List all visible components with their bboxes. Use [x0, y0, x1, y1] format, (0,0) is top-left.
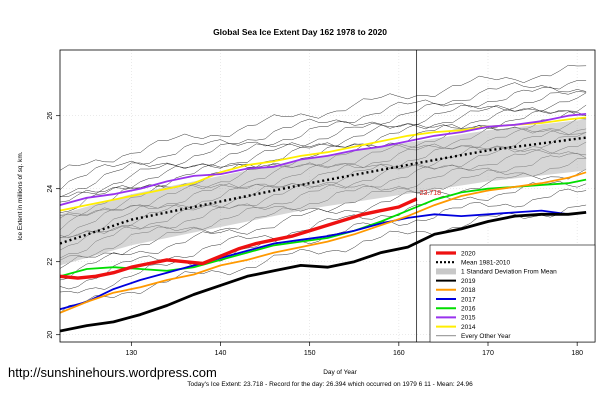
y-tick-label: 24 [47, 185, 54, 193]
series-2015 [60, 113, 587, 206]
legend: 2020 Mean 1981-2010 1 Standard Deviation F… [429, 244, 596, 343]
legend-label: 2017 [461, 296, 476, 303]
legend-label: 1 Standard Deviation From Mean [461, 269, 557, 276]
legend-swatch [436, 268, 456, 275]
current-value-label: 23.718 [420, 190, 442, 197]
series-2017 [60, 209, 587, 311]
x-tick-label: 180 [571, 350, 583, 357]
std-dev-band [60, 119, 587, 266]
x-tick-label: 160 [393, 350, 405, 357]
legend-label: 2015 [461, 315, 476, 322]
x-tick-label: 170 [482, 350, 494, 357]
series-2020 [60, 197, 418, 280]
other-year-line [60, 91, 587, 197]
source-url: http://sunshinehours.wordpress.com [8, 365, 217, 380]
legend-label: Every Other Year [461, 333, 511, 340]
other-year-line [60, 80, 587, 191]
mean-line [60, 136, 587, 245]
y-axis-label: Ice Extent in millions of sq. km. [17, 151, 24, 240]
other-year-line [60, 92, 587, 203]
chart-title: Global Sea Ice Extent Day 162 1978 to 20… [213, 27, 387, 37]
legend-label: 2020 [461, 250, 476, 257]
legend-box [429, 244, 596, 343]
x-axis-ticks: 130 140 150 160 170 180 [125, 342, 583, 357]
mean-1981-2010-line [60, 136, 587, 245]
std-dev-band-area [60, 119, 587, 266]
legend-label: 2016 [461, 306, 476, 313]
legend-label: 2019 [461, 278, 476, 285]
highlight-series [60, 113, 587, 333]
y-axis-ticks: 20 22 24 26 [47, 112, 60, 339]
other-year-line [60, 180, 587, 290]
legend-label: Mean 1981-2010 [461, 260, 511, 267]
other-year-line [60, 64, 587, 171]
x-tick-label: 130 [125, 350, 137, 357]
x-tick-label: 150 [304, 350, 316, 357]
y-tick-label: 22 [47, 258, 54, 266]
y-tick-label: 20 [47, 331, 54, 339]
other-year-line [60, 204, 587, 313]
plot-frame [59, 49, 596, 343]
series-2018 [60, 171, 587, 314]
footer-text: Today's Ice Extent: 23.718 - Record for … [187, 381, 473, 388]
legend-label: 2018 [461, 287, 476, 294]
x-axis-label: Day of Year [323, 369, 357, 376]
series-2019 [60, 211, 587, 333]
other-year-line [60, 86, 587, 198]
x-tick-label: 140 [215, 350, 227, 357]
legend-label: 2014 [461, 324, 476, 331]
y-tick-label: 26 [47, 112, 54, 120]
other-year-line [60, 104, 587, 213]
